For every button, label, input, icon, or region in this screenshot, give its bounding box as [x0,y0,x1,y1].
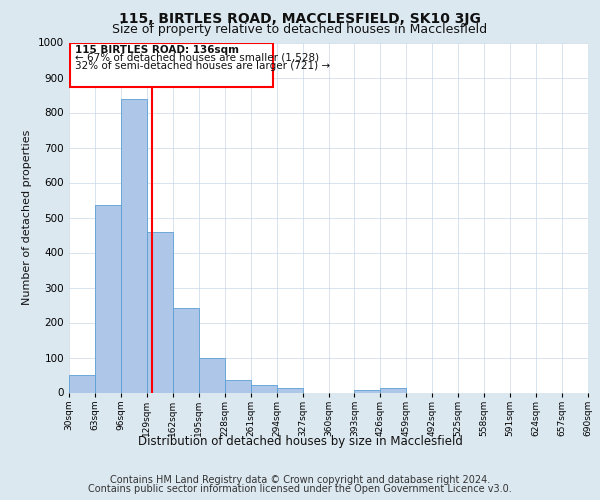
Bar [199,358,224,392]
Text: 115, BIRTLES ROAD, MACCLESFIELD, SK10 3JG: 115, BIRTLES ROAD, MACCLESFIELD, SK10 3J… [119,12,481,26]
Text: Distribution of detached houses by size in Macclesfield: Distribution of detached houses by size … [137,435,463,448]
Text: Contains HM Land Registry data © Crown copyright and database right 2024.: Contains HM Land Registry data © Crown c… [110,475,490,485]
Text: ← 67% of detached houses are smaller (1,528): ← 67% of detached houses are smaller (1,… [74,53,319,63]
Bar [95,205,121,392]
Text: 115 BIRTLES ROAD: 136sqm: 115 BIRTLES ROAD: 136sqm [74,45,239,55]
Bar [147,232,173,392]
Bar [69,375,95,392]
Bar [121,99,147,392]
Bar [173,308,199,392]
Text: Size of property relative to detached houses in Macclesfield: Size of property relative to detached ho… [112,24,488,36]
Text: Contains public sector information licensed under the Open Government Licence v3: Contains public sector information licen… [88,484,512,494]
FancyBboxPatch shape [70,42,272,88]
Bar [380,388,406,392]
Y-axis label: Number of detached properties: Number of detached properties [22,130,32,305]
Text: 32% of semi-detached houses are larger (721) →: 32% of semi-detached houses are larger (… [74,60,329,70]
Bar [277,388,302,392]
Bar [251,385,277,392]
Bar [355,390,380,392]
Bar [224,380,251,392]
